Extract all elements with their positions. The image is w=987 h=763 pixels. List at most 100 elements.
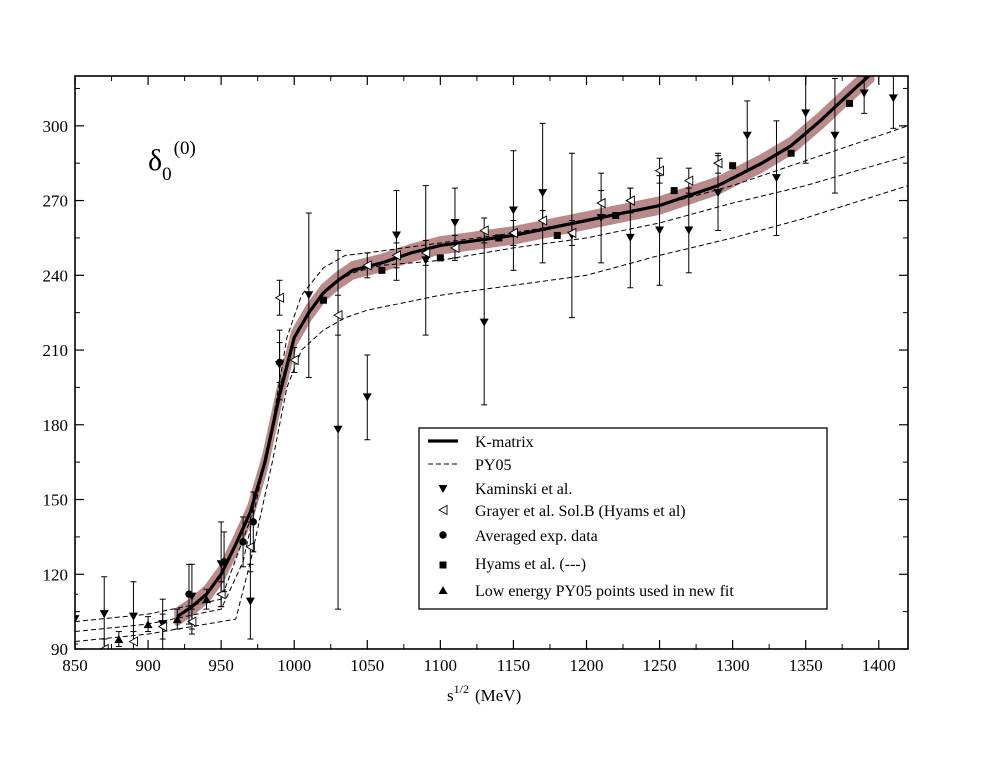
y-tick-label-300: 300 bbox=[43, 117, 69, 136]
plot-frame bbox=[74, 75, 909, 650]
chart-title-subscript: 0 bbox=[162, 164, 172, 185]
x-tick-label-1200: 1200 bbox=[569, 656, 603, 675]
legend-label-py05: PY05 bbox=[475, 457, 511, 474]
kaminski-et-al-point-6 bbox=[245, 597, 255, 606]
kaminski-et-al-point-24 bbox=[771, 174, 781, 183]
hyams-et-al-point-1 bbox=[378, 266, 386, 274]
grayer-et-al-sol-b-hyams-et-al-point-21 bbox=[713, 157, 723, 169]
x-tick-label-1350: 1350 bbox=[789, 656, 823, 675]
x-tick-label-1300: 1300 bbox=[716, 656, 750, 675]
hyams-et-al-point-7 bbox=[729, 162, 737, 170]
low-energy-py05-points-used-in-new-fit-point-2 bbox=[172, 615, 182, 624]
x-tick-label-1100: 1100 bbox=[424, 656, 457, 675]
kaminski-et-al-point-2 bbox=[128, 612, 138, 621]
py05-central-curve bbox=[75, 155, 908, 633]
hyams-et-al-point-3 bbox=[495, 234, 503, 242]
kaminski-et-al-point-14 bbox=[479, 318, 489, 327]
x-axis-title: s1/2 (MeV) bbox=[447, 682, 521, 705]
x-tick-label-1050: 1050 bbox=[350, 656, 384, 675]
grayer-et-al-sol-b-hyams-et-al-point-12 bbox=[450, 242, 460, 254]
kaminski-et-al-point-21 bbox=[684, 226, 694, 235]
chart-title-superscript: (0) bbox=[174, 138, 196, 159]
low-energy-py05-points-used-in-new-fit-point-0 bbox=[114, 635, 124, 644]
hyams-et-al-point-2 bbox=[436, 254, 444, 262]
legend-label-averaged: Averaged exp. data bbox=[475, 528, 598, 545]
grayer-et-al-sol-b-hyams-et-al-point-19 bbox=[654, 165, 665, 176]
chart-title-symbol: δ bbox=[148, 144, 162, 177]
hyams-et-al-point-5 bbox=[612, 212, 620, 220]
x-tick-label-950: 950 bbox=[208, 656, 234, 675]
grayer-et-al-sol-b-hyams-et-al-point-18 bbox=[625, 195, 635, 206]
y-tick-label-120: 120 bbox=[43, 565, 69, 584]
x-axis-title-superscript: 1/2 bbox=[454, 682, 469, 696]
x-axis-title-base: s bbox=[447, 686, 454, 705]
kaminski-et-al-point-27 bbox=[859, 89, 869, 98]
averaged-exp-data-point-0 bbox=[185, 590, 193, 598]
kaminski-et-al-point-10 bbox=[362, 393, 372, 402]
grayer-et-al-sol-b-hyams-et-al-point-5 bbox=[245, 541, 255, 553]
kaminski-et-al-point-0 bbox=[75, 615, 80, 624]
legend-marker-low-energy bbox=[438, 586, 448, 594]
kaminski-et-al-point-15 bbox=[508, 206, 518, 215]
legend-marker-hyams bbox=[439, 561, 447, 569]
legend-label-hyams: Hyams et al. (---) bbox=[475, 556, 586, 573]
y-tick-label-210: 210 bbox=[43, 341, 69, 360]
x-tick-label-1400: 1400 bbox=[862, 656, 896, 675]
legend-label-kaminski: Kaminski et al. bbox=[475, 481, 572, 498]
kaminski-et-al-point-11 bbox=[392, 231, 402, 240]
hyams-et-al-point-9 bbox=[846, 99, 854, 107]
averaged-exp-data-point-4 bbox=[275, 358, 284, 367]
grayer-et-al-sol-b-hyams-et-al-point-2 bbox=[157, 621, 168, 632]
chart-title: δ0(0) bbox=[148, 138, 196, 185]
legend-marker-averaged bbox=[439, 531, 447, 539]
hyams-et-al-point-6 bbox=[670, 187, 678, 195]
kaminski-et-al-point-25 bbox=[801, 109, 811, 118]
kaminski-et-al-point-26 bbox=[830, 131, 840, 140]
legend-label-low-energy: Low energy PY05 points used in new fit bbox=[475, 583, 734, 600]
y-tick-label-150: 150 bbox=[43, 491, 69, 510]
hyams-et-al-point-8 bbox=[787, 149, 795, 157]
y-tick-label-180: 180 bbox=[43, 416, 69, 435]
kaminski-et-al-point-28 bbox=[888, 94, 898, 103]
axis-tick-layer: 850 900 950 1000 1050 1100 1150 1200 1250 1300 135… bbox=[43, 76, 908, 675]
py05-lower-curve bbox=[75, 185, 908, 643]
low-energy-py05-points-used-in-new-fit-point-3 bbox=[202, 595, 212, 604]
hyams-et-al-point-0 bbox=[319, 296, 327, 304]
y-tick-label-270: 270 bbox=[43, 192, 69, 211]
grayer-et-al-sol-b-hyams-et-al-point-20 bbox=[683, 175, 694, 186]
grayer-et-al-sol-b-hyams-et-al-point-9 bbox=[362, 260, 372, 271]
grayer-et-al-sol-b-hyams-et-al-point-0 bbox=[99, 643, 109, 649]
kaminski-et-al-point-20 bbox=[655, 226, 665, 235]
hyams-et-al-point-4 bbox=[553, 231, 561, 239]
legend: K-matrix PY05 Kaminski et al. Grayer et … bbox=[418, 427, 828, 610]
grayer-et-al-sol-b-hyams-et-al-point-11 bbox=[420, 247, 431, 259]
x-tick-label-850: 850 bbox=[62, 656, 88, 675]
grayer-et-al-sol-b-hyams-et-al-point-1 bbox=[128, 636, 138, 647]
legend-marker-kaminski bbox=[438, 485, 448, 493]
averaged-exp-data-point-2 bbox=[239, 538, 247, 546]
grayer-et-al-sol-b-hyams-et-al-point-17 bbox=[596, 197, 606, 209]
kaminski-et-al-point-16 bbox=[538, 189, 548, 198]
kaminski-et-al-point-9 bbox=[333, 425, 343, 434]
legend-label-grayer: Grayer et al. Sol.B (Hyams et al) bbox=[475, 503, 686, 520]
grayer-et-al-sol-b-hyams-et-al-point-13 bbox=[479, 225, 489, 236]
kaminski-et-al-point-19 bbox=[625, 233, 635, 242]
y-tick-label-240: 240 bbox=[43, 266, 69, 285]
legend-box bbox=[418, 427, 828, 610]
low-energy-py05-points-used-in-new-fit-point-1 bbox=[143, 620, 153, 629]
kaminski-et-al-point-22 bbox=[713, 189, 723, 198]
kaminski-et-al-point-1 bbox=[99, 610, 109, 619]
averaged-exp-data-point-1 bbox=[220, 558, 228, 566]
kaminski-et-al-point-8 bbox=[304, 291, 314, 300]
grayer-et-al-sol-b-hyams-et-al-point-8 bbox=[333, 309, 343, 321]
legend-marker-grayer bbox=[438, 504, 448, 516]
grayer-et-al-sol-b-hyams-et-al-point-6 bbox=[274, 292, 285, 303]
grayer-et-al-sol-b-hyams-et-al-point-7 bbox=[289, 354, 299, 366]
x-axis-title-unit: (MeV) bbox=[475, 686, 521, 705]
kaminski-et-al-point-23 bbox=[742, 131, 752, 140]
averaged-exp-data-point-3 bbox=[249, 518, 257, 526]
legend-label-k-matrix: K-matrix bbox=[475, 434, 534, 451]
data-point-layer bbox=[75, 76, 898, 649]
x-tick-label-900: 900 bbox=[135, 656, 161, 675]
